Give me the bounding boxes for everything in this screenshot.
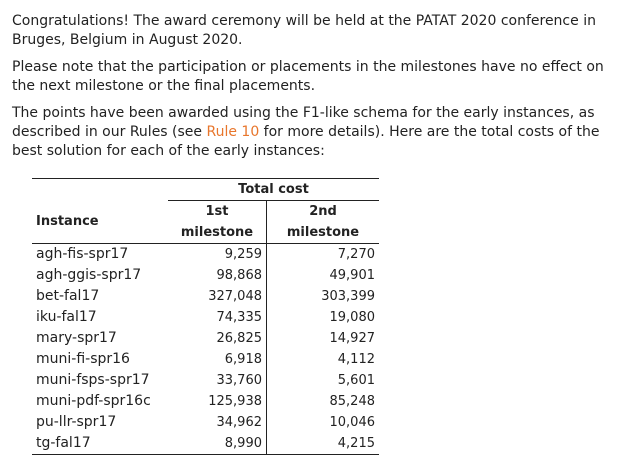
milestone-1-cell: 9,259: [168, 243, 267, 265]
milestone-1-cell: 6,918: [168, 349, 267, 370]
milestone-1-column-header: 1st milestone: [168, 200, 267, 244]
table-row: muni-pdf-spr16c 125,938 85,248: [32, 391, 379, 412]
table-row: agh-fis-spr17 9,259 7,270: [32, 243, 379, 265]
table-header-spacer: [32, 178, 168, 201]
milestone-1-cell: 74,335: [168, 307, 267, 328]
milestone-1-cell: 98,868: [168, 265, 267, 286]
milestone-1-cell: 33,760: [168, 370, 267, 391]
milestone-1-cell: 8,990: [168, 433, 267, 455]
milestone-2-cell: 49,901: [329, 268, 376, 283]
table-column-header-row: Instance 1st milestone 2nd milestone: [32, 200, 379, 244]
milestone-2-cell: 10,046: [329, 415, 376, 430]
congrats-paragraph: Congratulations! The award ceremony will…: [12, 13, 596, 48]
milestone-2-column-header: 2nd milestone: [266, 200, 379, 244]
rule-10-link[interactable]: Rule 10: [206, 124, 260, 140]
instance-cell: tg-fal17: [32, 433, 168, 455]
table-row: iku-fal17 74,335 19,080: [32, 307, 379, 328]
instance-cell: mary-spr17: [36, 330, 117, 346]
table-row: muni-fsps-spr17 33,760 5,601: [32, 370, 379, 391]
table-row: pu-llr-spr17 34,962 10,046: [32, 412, 379, 433]
announcement-content: Congratulations! The award ceremony will…: [12, 12, 612, 169]
milestone-2-cell: 85,248: [329, 394, 376, 409]
instance-cell: muni-fi-spr16: [36, 351, 130, 367]
milestone-2-cell: 5,601: [337, 373, 375, 388]
table-row: agh-ggis-spr17 98,868 49,901: [32, 265, 379, 286]
instance-cell: pu-llr-spr17: [36, 414, 117, 430]
total-cost-table: Total cost Instance 1st milestone 2nd mi…: [32, 178, 379, 455]
instance-column-header: Instance: [32, 200, 168, 244]
note-paragraph: Please note that the participation or pl…: [12, 59, 604, 94]
points-paragraph: The points have been awarded using the F…: [12, 104, 612, 161]
instance-cell: agh-ggis-spr17: [36, 267, 142, 283]
total-cost-header: Total cost: [168, 178, 379, 201]
milestone-2-cell: 303,399: [321, 289, 375, 304]
milestone-1-cell: 327,048: [168, 286, 267, 307]
table-group-header-row: Total cost: [32, 178, 379, 201]
table-body: agh-fis-spr17 9,259 7,270 agh-ggis-spr17 98,…: [32, 243, 379, 455]
instance-cell: iku-fal17: [36, 309, 97, 325]
milestone-1-cell: 26,825: [168, 328, 267, 349]
instance-cell: muni-fsps-spr17: [36, 372, 150, 388]
milestone-2-cell: 4,215: [266, 433, 379, 455]
table-row: bet-fal17 327,048 303,399: [32, 286, 379, 307]
points-text-before: The points have been awarded using the F…: [12, 105, 595, 140]
instance-cell: bet-fal17: [36, 288, 100, 304]
milestone-2-cell: 7,270: [337, 247, 375, 262]
points-text-after: for more details). Here are the total co…: [12, 124, 600, 159]
milestone-2-cell: 14,927: [329, 331, 376, 346]
milestone-2-cell: 19,080: [329, 310, 376, 325]
table-row: muni-fi-spr16 6,918 4,112: [32, 349, 379, 370]
instance-cell: agh-fis-spr17: [36, 246, 129, 262]
table-row: mary-spr17 26,825 14,927: [32, 328, 379, 349]
instance-cell: muni-pdf-spr16c: [36, 393, 151, 409]
milestone-2-cell: 4,112: [337, 352, 375, 367]
milestone-1-cell: 125,938: [168, 391, 267, 412]
table-row: tg-fal17 8,990 4,215: [32, 433, 379, 455]
milestone-1-cell: 34,962: [168, 412, 267, 433]
